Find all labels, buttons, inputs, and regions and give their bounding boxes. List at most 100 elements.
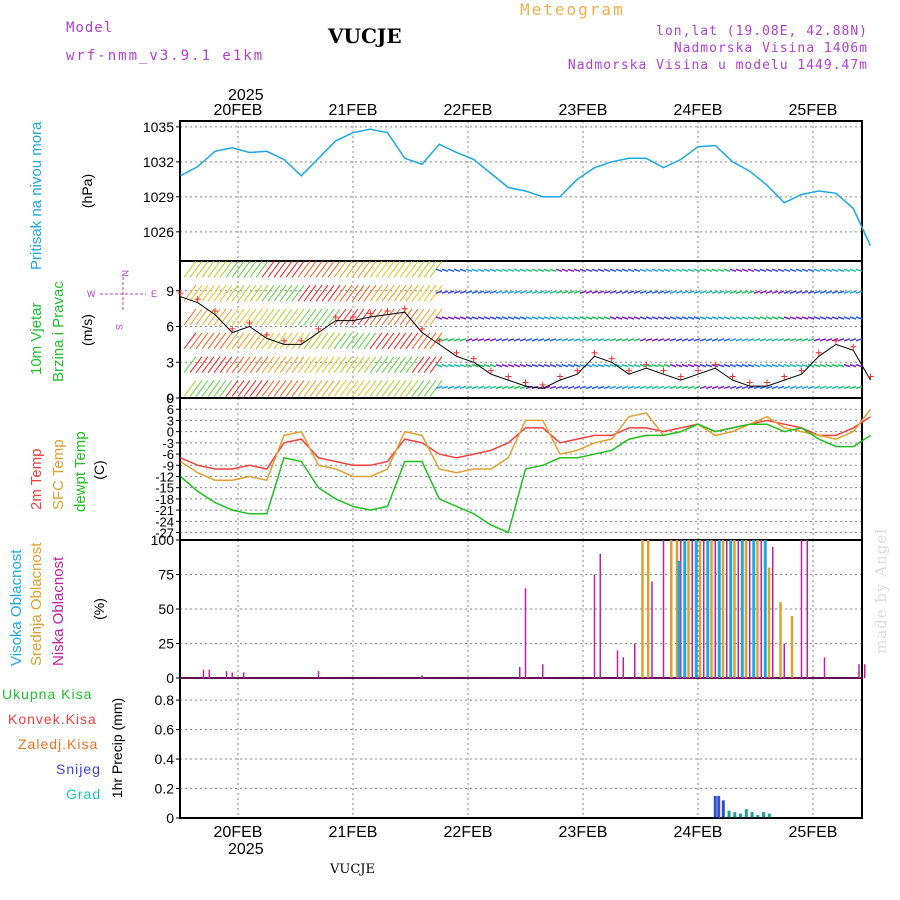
wind-barb — [327, 332, 341, 350]
wind-barb — [243, 356, 257, 373]
wind-barb — [261, 261, 275, 278]
wind-barb — [489, 290, 497, 294]
wind-barb — [411, 332, 425, 350]
wind-barb — [525, 316, 533, 320]
wind-barb — [357, 356, 371, 373]
bottom-date-label: 22FEB — [444, 824, 493, 841]
y-tick-label: 9 — [167, 391, 174, 406]
wind-barb — [183, 308, 197, 326]
wind-barb — [315, 261, 329, 278]
wind-barb — [561, 316, 569, 320]
wind-barb — [357, 380, 371, 397]
wind-barb — [183, 332, 197, 350]
wind-barb — [501, 338, 509, 342]
wind-barb — [219, 380, 233, 397]
wind-barb — [549, 290, 557, 294]
meteogram-label: Meteogram — [520, 0, 625, 19]
y-tick-label: 0 — [166, 390, 174, 406]
wind-barb — [525, 290, 533, 294]
y-tick-label: 6 — [167, 402, 174, 417]
wind-barb — [297, 308, 311, 326]
wind-barb — [603, 385, 611, 390]
altitude-text: Nadmorska Visina 1406m — [673, 41, 868, 56]
wind-barb — [459, 268, 467, 273]
wind-barb — [273, 308, 287, 326]
wind-barb — [651, 338, 659, 342]
wind-barb — [267, 380, 281, 397]
wind-barb — [717, 338, 725, 342]
wind-barb — [603, 338, 611, 342]
wind-barb — [711, 338, 719, 342]
wind-barb — [441, 363, 449, 368]
wind-barb — [591, 290, 599, 294]
wind-barb — [537, 363, 545, 368]
wind-barb — [441, 268, 449, 273]
wind-barb — [771, 363, 779, 368]
bottom-date-label: 20FEB — [214, 824, 263, 841]
y-tick-label: -21 — [155, 503, 174, 518]
wind-barb — [243, 332, 257, 350]
gust-marker — [746, 379, 753, 386]
panel-frame — [179, 677, 863, 819]
wind-barb — [255, 284, 269, 302]
wind-barb — [309, 380, 323, 397]
wind-barb — [705, 316, 713, 320]
wind-barb — [291, 284, 305, 302]
wind-barb — [729, 363, 737, 368]
wind-barb — [519, 385, 527, 390]
wind-barb — [285, 308, 299, 326]
wind-barb — [261, 308, 275, 326]
wind-barb — [621, 363, 629, 368]
wind-barb — [723, 385, 731, 390]
y-tick-label: 1026 — [143, 224, 174, 240]
wind-barb — [399, 261, 413, 278]
gust-marker — [712, 361, 719, 368]
wind-barb — [693, 385, 701, 390]
wind-barb — [531, 268, 539, 273]
wind-barb — [405, 284, 419, 302]
wind-barb — [795, 385, 803, 390]
wind-barb — [855, 338, 863, 342]
wind-barb — [639, 316, 647, 320]
wind-barb — [537, 338, 545, 342]
wind-barb — [513, 385, 521, 390]
wind-barb — [303, 261, 317, 278]
wind-barb — [681, 385, 689, 390]
gust-marker — [660, 367, 667, 374]
wind-barb — [363, 380, 377, 397]
gust-marker — [729, 373, 736, 380]
wind-barb — [351, 356, 365, 373]
wind-barb — [591, 338, 599, 342]
wind-barb — [333, 332, 347, 350]
wind-barb — [291, 380, 305, 397]
wind-barb — [531, 290, 539, 294]
hail-bar — [767, 813, 771, 818]
y-tick-label: 0.6 — [155, 722, 175, 738]
wind-barb — [477, 385, 485, 390]
wind-barb — [333, 261, 347, 278]
wind-barb — [399, 356, 413, 373]
wind-barb — [381, 356, 395, 373]
wind-barb — [789, 363, 797, 368]
wind-barb — [723, 338, 731, 342]
wind-barb — [519, 338, 527, 342]
wind-barb — [579, 316, 587, 320]
wind-barb — [525, 268, 533, 273]
wind-barb — [615, 268, 623, 273]
wind-barb — [753, 316, 761, 320]
wind-barb — [753, 363, 761, 368]
wind-barb — [843, 316, 851, 320]
wind-barb — [447, 363, 455, 368]
wind-barb — [777, 290, 785, 294]
wind-barb — [843, 290, 851, 294]
wind-barb — [267, 356, 281, 373]
y-tick-label: -3 — [162, 436, 174, 451]
wind-barb — [303, 308, 317, 326]
wind-barb — [573, 338, 581, 342]
wind-barb — [405, 332, 419, 350]
wind-barb — [657, 316, 665, 320]
wind-barb — [765, 290, 773, 294]
wind-barb — [789, 385, 797, 390]
wind-barb — [735, 316, 743, 320]
wind-barb — [537, 316, 545, 320]
